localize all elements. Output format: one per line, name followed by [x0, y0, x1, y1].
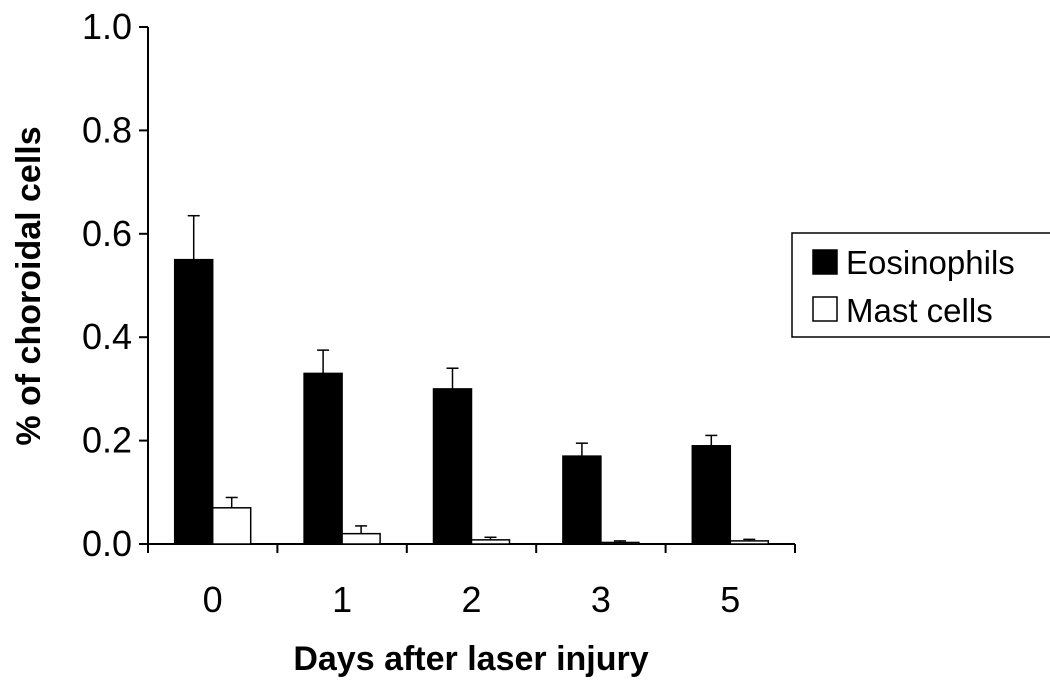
legend-swatch-eosinophils [812, 249, 838, 275]
legend-label-mast-cells: Mast cells [846, 292, 993, 329]
y-tick-label: 0.2 [82, 420, 132, 461]
bar-mast-cells [341, 532, 381, 545]
x-tick-label: 5 [720, 579, 740, 620]
y-tick-label: 0.4 [82, 316, 132, 357]
y-tick-label: 1.0 [82, 6, 132, 47]
y-tick-label: 0.0 [82, 523, 132, 564]
bar-eosinophils [173, 258, 214, 545]
x-axis-title: Days after laser injury [293, 640, 648, 678]
x-tick-label: 1 [332, 579, 352, 620]
y-tick-label: 0.8 [82, 109, 132, 150]
legend-label-eosinophils: Eosinophils [846, 244, 1015, 281]
x-tick-label: 3 [591, 579, 611, 620]
x-tick-label: 0 [203, 579, 223, 620]
bar-mast-cells [211, 507, 252, 545]
y-ticks: 0.0 0.2 0.4 0.6 0.8 1.0 [82, 6, 148, 564]
legend-frame [791, 232, 1050, 338]
bar-eosinophils [691, 445, 732, 545]
bar-mast-cells [600, 541, 640, 545]
legend-swatch-mast-cells [812, 296, 838, 322]
x-ticks: 0 1 2 3 5 [147, 544, 796, 620]
bars [173, 214, 770, 545]
bar-eosinophils [303, 372, 343, 545]
y-axis-title: % of choroidal cells [10, 126, 48, 445]
bar-eosinophils [432, 388, 473, 545]
legend: Eosinophils Mast cells [791, 232, 1050, 338]
bar-mast-cells [729, 540, 770, 545]
bar-mast-cells [470, 539, 511, 545]
x-tick-label: 2 [461, 579, 481, 620]
bar-eosinophils [562, 455, 602, 545]
y-tick-label: 0.6 [82, 213, 132, 254]
